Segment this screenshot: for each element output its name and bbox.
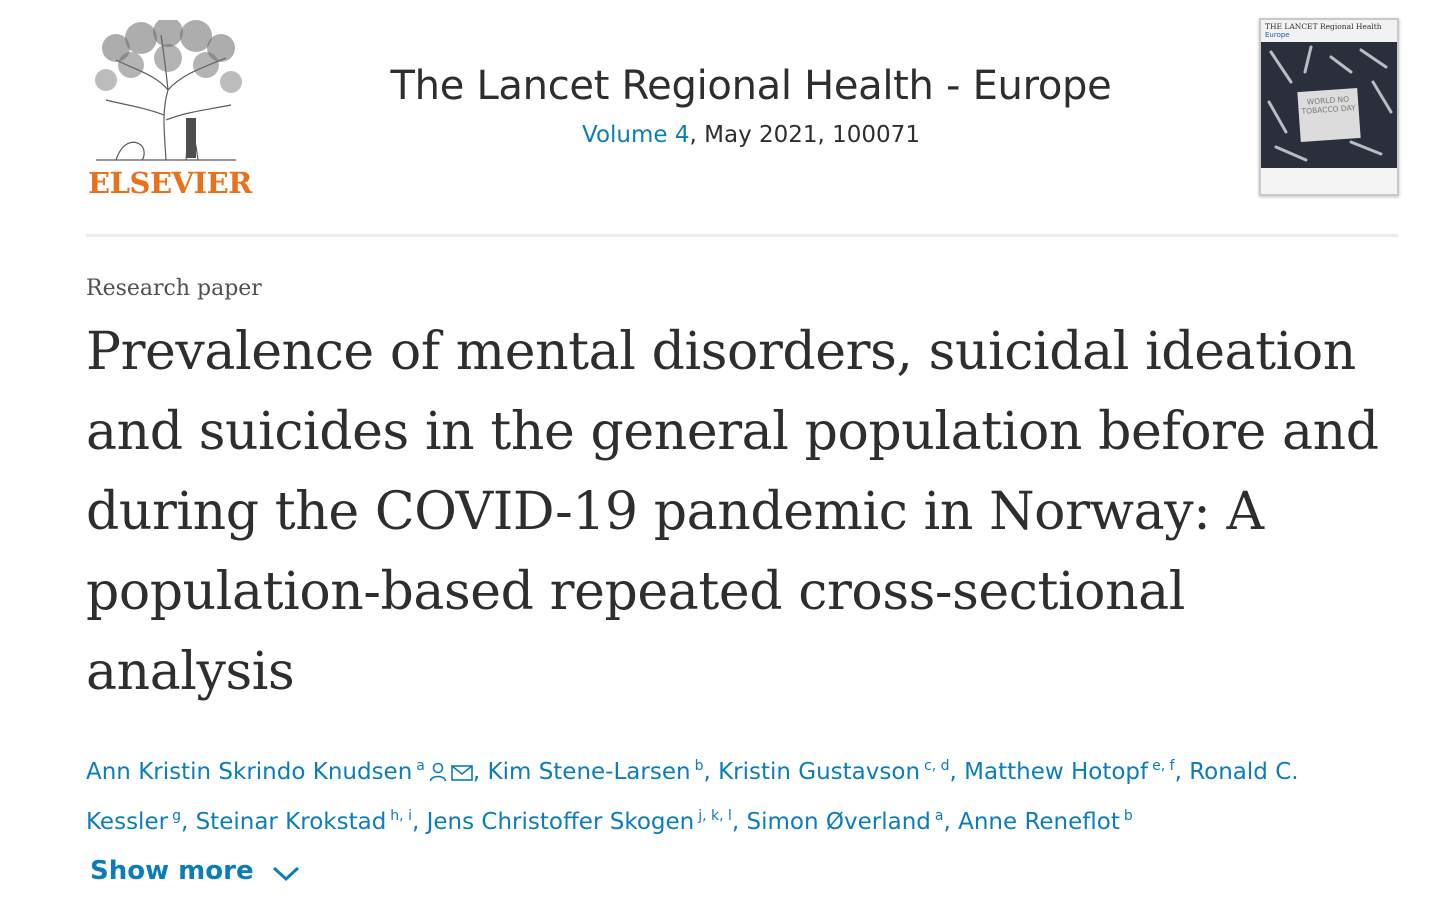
author-affiliation: a [416,758,425,774]
author-affiliation: g [172,808,181,824]
elsevier-tree-icon [95,20,242,161]
envelope-icon[interactable] [451,764,473,782]
article-title: Prevalence of mental disorders, suicidal… [86,322,1379,702]
volume-link[interactable]: Volume 4 [582,122,690,148]
author-name: Ann Kristin Skrindo Knudsen [86,759,413,785]
author-link[interactable]: Kim Stene-Larsen b [487,758,704,785]
author-link[interactable]: Anne Reneflot b [958,808,1133,835]
show-more-button[interactable]: Show more [90,856,300,886]
cover-brand: THE LANCET Regional Health [1265,22,1382,31]
author-name: Anne Reneflot [958,809,1120,835]
author-affiliation: h, i [390,808,412,824]
elsevier-wordmark: ELSEVIER [88,166,252,200]
author-link[interactable]: Steinar Krokstad h, i [195,808,412,835]
cover-masthead: THE LANCET Regional Health Europe [1261,20,1397,42]
article-type: Research paper [86,276,262,301]
author-affiliation: j, k, l [698,808,732,824]
author-name: Simon Øverland [746,809,931,835]
cigarettes-image [1267,45,1393,162]
issue-line: Volume 4, May 2021, 100071 [326,122,1176,148]
journal-cover-image[interactable]: THE LANCET Regional Health Europe WORLD … [1259,18,1399,196]
person-icon[interactable] [429,762,447,782]
author-affiliation: e, f [1152,758,1175,774]
author-name: Jens Christoffer Skogen [426,809,695,835]
cover-subtitle: Europe [1265,31,1290,39]
journal-info: The Lancet Regional Health - Europe Volu… [326,60,1176,148]
author-link[interactable]: Kristin Gustavson c, d [718,758,950,785]
author-name: Kim Stene-Larsen [487,759,691,785]
author-affiliation: a [934,808,944,824]
cover-note: WORLD NO TOBACCO DAY [1297,87,1361,143]
journal-title-link[interactable]: The Lancet Regional Health - Europe [390,63,1112,109]
author-link[interactable]: Jens Christoffer Skogen j, k, l [426,808,732,835]
journal-header: ELSEVIER The Lancet Regional Health - Eu… [86,16,1399,236]
issue-details: , May 2021, 100071 [689,122,920,148]
author-list: Ann Kristin Skrindo Knudsen a, Kim Stene-… [86,758,1299,835]
chevron-down-icon [272,866,299,882]
author-affiliation: c, d [924,758,950,774]
author-link[interactable]: Ann Kristin Skrindo Knudsen a [86,758,473,785]
author-name: Ronald C. Kessler [86,759,1299,835]
elsevier-logo[interactable]: ELSEVIER [86,16,252,202]
author-affiliation: b [1123,808,1133,824]
author-name: Kristin Gustavson [718,759,921,785]
header-divider [86,234,1398,237]
author-link[interactable]: Ronald C. Kessler g [86,759,1299,835]
author-affiliation: b [694,758,704,774]
author-link[interactable]: Matthew Hotopf e, f [964,758,1175,785]
cover-footer [1261,168,1397,194]
author-name: Steinar Krokstad [195,809,387,835]
show-more-label: Show more [90,856,254,886]
author-name: Matthew Hotopf [964,759,1149,785]
author-link[interactable]: Simon Øverland a [746,808,944,835]
